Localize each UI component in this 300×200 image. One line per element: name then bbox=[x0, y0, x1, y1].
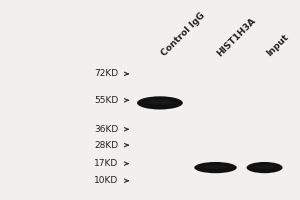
Text: 55KD: 55KD bbox=[94, 96, 118, 105]
Text: HIST1H3A: HIST1H3A bbox=[215, 16, 258, 58]
Text: 17KD: 17KD bbox=[94, 159, 118, 168]
Ellipse shape bbox=[194, 162, 237, 173]
Text: 72KD: 72KD bbox=[94, 69, 118, 78]
Ellipse shape bbox=[204, 165, 227, 169]
Text: 10KD: 10KD bbox=[94, 176, 118, 185]
Ellipse shape bbox=[247, 162, 283, 173]
Ellipse shape bbox=[137, 96, 183, 110]
Text: Control IgG: Control IgG bbox=[160, 11, 207, 58]
Text: 36KD: 36KD bbox=[94, 125, 118, 134]
Text: 28KD: 28KD bbox=[94, 141, 118, 150]
Text: Input: Input bbox=[265, 32, 290, 58]
Ellipse shape bbox=[147, 100, 172, 105]
Ellipse shape bbox=[255, 165, 274, 169]
